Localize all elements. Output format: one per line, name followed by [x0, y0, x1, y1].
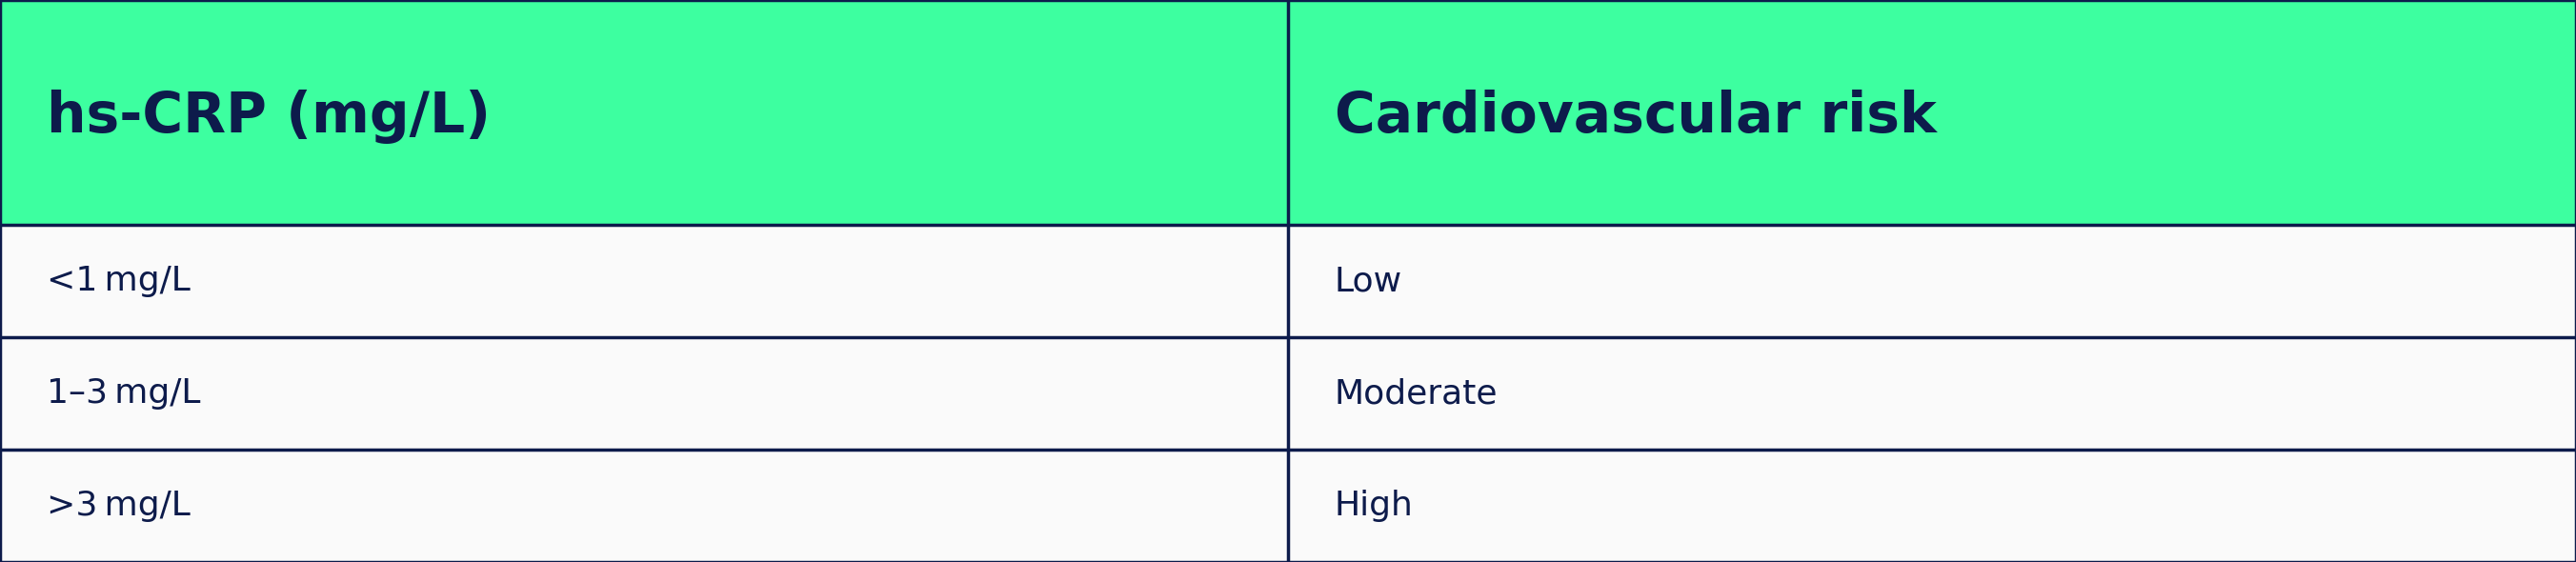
- Text: Moderate: Moderate: [1334, 377, 1497, 410]
- Bar: [0, 225, 1288, 337]
- Bar: [0, 0, 1288, 225]
- Bar: [1288, 337, 2576, 450]
- Bar: [1288, 0, 2576, 225]
- Text: <1 mg/L: <1 mg/L: [46, 265, 191, 297]
- Text: >3 mg/L: >3 mg/L: [46, 490, 191, 522]
- Text: High: High: [1334, 490, 1414, 522]
- Bar: [0, 450, 1288, 562]
- Bar: [0, 337, 1288, 450]
- Text: hs-CRP (mg/L): hs-CRP (mg/L): [46, 90, 489, 144]
- Text: Low: Low: [1334, 265, 1401, 297]
- Text: 1–3 mg/L: 1–3 mg/L: [46, 377, 201, 410]
- Text: Cardiovascular risk: Cardiovascular risk: [1334, 90, 1937, 144]
- Bar: [1288, 450, 2576, 562]
- Bar: [1288, 225, 2576, 337]
